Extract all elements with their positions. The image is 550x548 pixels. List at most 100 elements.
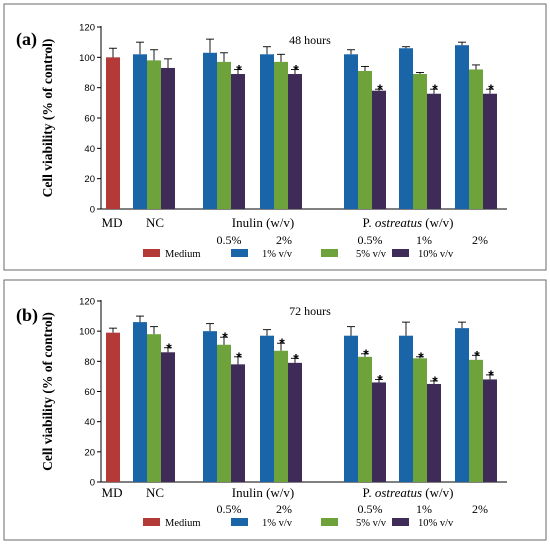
significance-star: * [377,371,383,387]
legend-swatch [143,249,160,257]
x-category-label: NC [146,485,164,500]
legend-label: 5% v/v [356,249,387,260]
legend-label: 10% v/v [418,249,454,260]
bar [427,93,441,209]
y-tick-label: 100 [79,53,95,64]
significance-star: * [432,373,438,389]
bar [161,352,175,482]
y-tick-label: 60 [84,114,95,125]
bar [427,383,441,482]
significance-star: * [363,346,369,362]
significance-star: * [279,335,285,351]
bar [274,61,288,210]
y-tick-label: 40 [84,417,95,428]
x-category-label: 1% [416,233,432,247]
y-tick-label: 20 [84,174,95,185]
significance-star: * [418,349,424,365]
panel-a: (a) 48 hours Cell viability (% of control)… [3,3,547,271]
bar [344,54,358,209]
x-category-label: Inulin (w/v) [232,485,294,500]
legend-swatch [321,518,338,526]
x-category-label: 2% [276,233,292,247]
legend-swatch [392,249,409,257]
bar [399,48,413,209]
bar [372,382,386,482]
bar [288,74,302,210]
bar [483,379,497,482]
y-axis-label: Cell viability (% of control) [40,312,55,471]
panel-frame [3,3,547,271]
bar [483,93,497,209]
bar [344,335,358,482]
significance-star: * [222,329,228,345]
bar [358,356,372,482]
x-category-label: 2% [472,233,488,247]
x-category-label: 0.5% [217,502,242,516]
significance-star: * [166,340,172,356]
y-axis-label: Cell viability (% of control) [40,39,55,198]
bar [217,344,231,482]
y-tick-label: 40 [84,144,95,155]
y-tick-label: 60 [84,387,95,398]
legend-label: Medium [165,518,201,529]
bar [133,54,147,209]
bar [147,334,161,482]
significance-star: * [488,367,494,383]
x-category-label: P. ostreatus (w/v) [363,215,454,230]
bar [203,331,217,482]
bar [231,74,245,210]
y-tick-label: 80 [84,357,95,368]
legend-label: Medium [165,249,201,260]
bar [106,332,120,482]
significance-star: * [236,349,242,365]
legend-swatch [231,249,248,257]
legend-swatch [321,249,338,257]
x-category-label: 1% [416,502,432,516]
bar [413,358,427,482]
bar [399,335,413,482]
bar [358,70,372,209]
x-category-label: 2% [276,502,292,516]
bar [161,67,175,209]
y-tick-label: 0 [90,478,95,489]
bar [469,69,483,209]
bar [455,328,469,482]
legend-swatch [143,518,160,526]
y-tick-label: 120 [79,23,95,34]
bar [455,45,469,210]
legend-label: 5% v/v [356,518,387,529]
bar [203,52,217,210]
significance-star: * [293,350,299,366]
panel-title: 48 hours [289,33,331,47]
bar [217,61,231,210]
x-category-label: 2% [472,502,488,516]
x-category-label: 0.5% [358,233,383,247]
significance-star: * [377,81,383,97]
significance-star: * [474,347,480,363]
bar [133,322,147,482]
bar [413,74,427,210]
x-category-label: 0.5% [358,502,383,516]
significance-star: * [488,81,494,97]
bar [231,364,245,482]
x-category-label: NC [146,215,164,230]
bar [260,54,274,209]
panel-title: 72 hours [289,304,331,318]
panel-letter: (b) [16,305,38,326]
x-category-label: P. ostreatus (w/v) [363,485,454,500]
panel-frame [3,279,547,541]
bar [288,362,302,482]
panel-b: (b) 72 hours Cell viability (% of control)… [3,279,547,541]
y-tick-label: 0 [90,205,95,216]
x-category-label: Inulin (w/v) [232,215,294,230]
x-category-label: MD [102,215,123,230]
y-tick-label: 100 [79,327,95,338]
x-category-label: MD [102,485,123,500]
bar [372,90,386,209]
y-tick-label: 120 [79,297,95,308]
legend-swatch [231,518,248,526]
bar [147,60,161,209]
y-tick-label: 20 [84,447,95,458]
legend-label: 1% v/v [262,249,293,260]
panel-letter: (a) [16,29,37,50]
